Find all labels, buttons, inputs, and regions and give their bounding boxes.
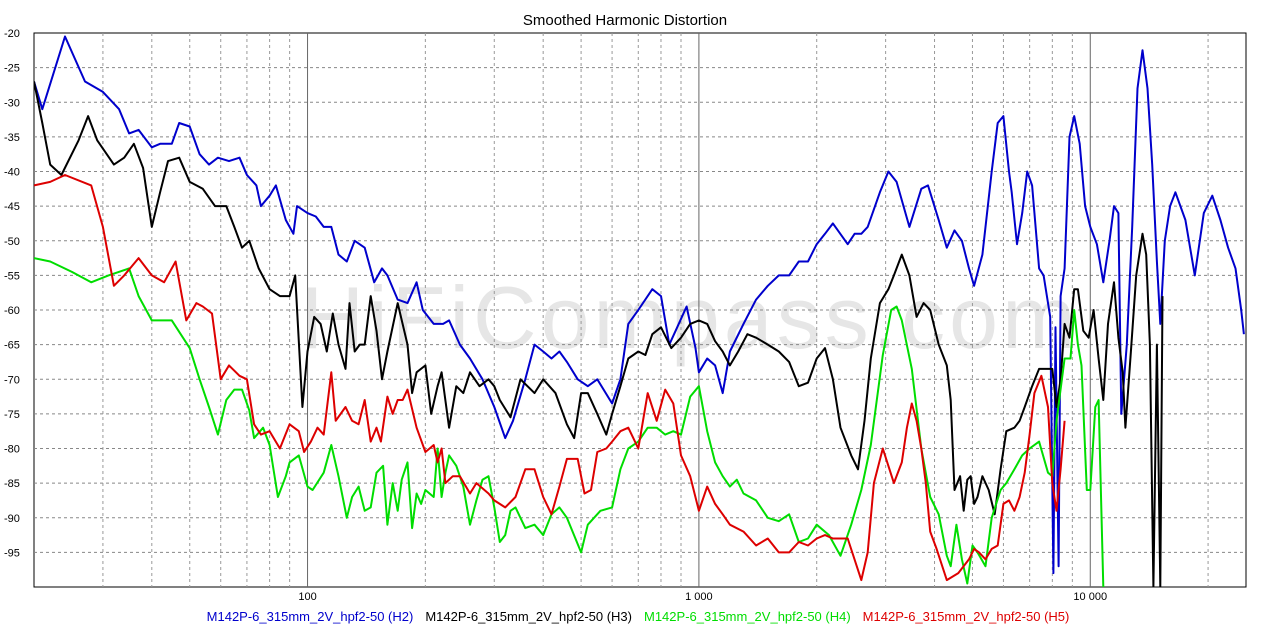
chart-title: Smoothed Harmonic Distortion: [523, 12, 727, 29]
y-tick-label: -85: [4, 478, 20, 490]
y-tick-label: -95: [4, 547, 20, 559]
legend-item-h5: M142P-6_315mm_2V_hpf2-50 (H5): [862, 609, 1070, 624]
series-line-h4: [34, 257, 1105, 587]
y-tick-label: -65: [4, 340, 20, 352]
series-line-h3: [34, 81, 1164, 587]
x-tick-label: 10 000: [1073, 591, 1107, 603]
y-tick-label: -50: [4, 236, 20, 248]
y-tick-label: -20: [4, 28, 20, 40]
legend-item-h3: M142P-6_315mm_2V_hpf2-50 (H3): [425, 609, 632, 624]
y-tick-label: -75: [4, 409, 20, 421]
x-axis-ticks: 100 1 000 10 000: [298, 591, 1107, 603]
y-tick-label: -30: [4, 97, 20, 109]
legend-item-h2: M142P-6_315mm_2V_hpf2-50 (H2): [206, 609, 414, 624]
y-tick-label: -80: [4, 444, 20, 456]
y-tick-label: -40: [4, 167, 20, 179]
y-tick-label: -70: [4, 374, 20, 386]
y-tick-label: -35: [4, 132, 20, 144]
series-lines: [34, 35, 1245, 587]
y-tick-label: -45: [4, 201, 20, 213]
series-line-h5: [34, 174, 1066, 582]
y-tick-label: -90: [4, 513, 20, 525]
legend: M142P-6_315mm_2V_hpf2-50 (H2) M142P-6_315…: [0, 609, 1276, 624]
legend-item-h4: M142P-6_315mm_2V_hpf2-50 (H4): [644, 609, 851, 624]
y-tick-label: -55: [4, 270, 20, 282]
grid: [34, 33, 1246, 587]
y-tick-label: -25: [4, 63, 20, 75]
x-tick-label: 1 000: [685, 591, 713, 603]
y-tick-label: -60: [4, 305, 20, 317]
x-tick-label: 100: [298, 591, 316, 603]
chart-svg: Smoothed Harmonic Distortion HiFiCompass…: [4, 12, 1247, 603]
series-line-h2: [34, 35, 1245, 575]
y-axis-ticks: -20 -25 -30 -35 -40 -45 -50 -55 -60 -65 -70 -75 -80 -…: [4, 28, 20, 559]
